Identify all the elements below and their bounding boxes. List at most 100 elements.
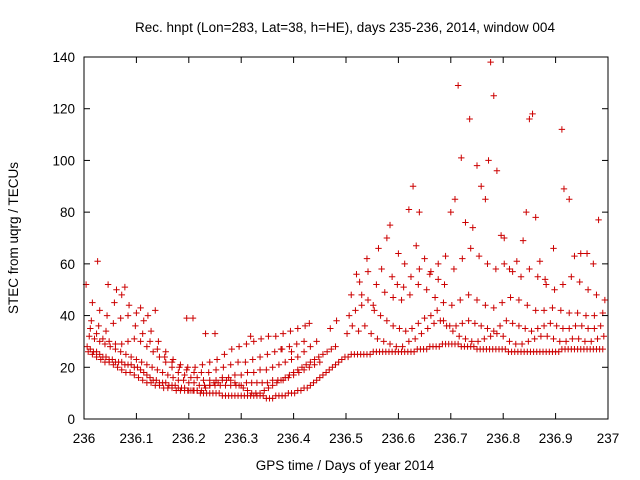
data-point (345, 312, 353, 319)
data-point (408, 325, 416, 332)
data-point (286, 343, 293, 350)
data-point (518, 340, 526, 348)
data-point (427, 312, 435, 319)
data-point (152, 307, 159, 314)
y-tick-label: 20 (60, 360, 75, 375)
data-point (450, 265, 458, 273)
data-points (82, 58, 609, 402)
data-point (569, 335, 576, 343)
data-point (501, 260, 508, 268)
data-point (300, 348, 308, 355)
data-point (264, 379, 271, 386)
data-point (492, 265, 500, 273)
data-point (388, 273, 396, 280)
data-point (411, 335, 419, 343)
y-tick-label: 0 (67, 412, 75, 427)
data-point (540, 322, 548, 330)
data-point (137, 304, 144, 312)
data-point (307, 343, 314, 350)
data-point (187, 374, 195, 381)
data-point (126, 369, 134, 376)
data-point (162, 358, 169, 366)
data-point (373, 281, 380, 288)
data-point (386, 340, 394, 348)
data-point (406, 291, 414, 299)
data-point (435, 260, 442, 268)
data-point (114, 364, 121, 371)
data-point (112, 340, 119, 348)
x-tick-label: 236.3 (224, 431, 258, 446)
data-point (256, 353, 264, 361)
data-point (378, 265, 385, 273)
data-point (257, 335, 265, 343)
data-point (249, 356, 256, 363)
data-point (490, 92, 497, 99)
data-point (599, 345, 606, 353)
data-point (477, 322, 485, 330)
data-point (361, 322, 369, 330)
data-point (93, 330, 100, 337)
data-point (452, 322, 460, 330)
data-point (553, 322, 560, 330)
data-point (557, 307, 565, 314)
data-point (88, 317, 95, 324)
data-point (96, 307, 103, 314)
data-point (300, 366, 308, 374)
data-point (426, 271, 434, 278)
data-point (315, 353, 322, 361)
data-point (591, 312, 598, 319)
data-point (482, 196, 489, 203)
data-point (549, 304, 556, 312)
data-point (211, 330, 219, 337)
data-point (584, 325, 592, 332)
data-point (105, 358, 113, 366)
data-point (117, 348, 124, 355)
x-tick-label: 237 (597, 431, 620, 446)
data-point (550, 335, 557, 343)
data-point (515, 296, 523, 304)
data-point (524, 302, 531, 309)
data-point (371, 307, 378, 314)
y-tick-label: 40 (60, 309, 75, 324)
data-point (198, 369, 205, 376)
data-point (269, 364, 276, 371)
data-point (243, 340, 250, 348)
data-point (247, 333, 254, 340)
data-point (490, 327, 497, 335)
data-point (477, 183, 485, 190)
data-point (225, 374, 232, 381)
data-point (529, 110, 536, 118)
data-point (448, 302, 456, 309)
data-point (526, 115, 533, 123)
data-point (183, 314, 190, 322)
data-point (475, 252, 483, 260)
data-point (133, 356, 140, 363)
data-point (264, 351, 271, 358)
data-point (389, 322, 397, 330)
data-point (117, 314, 124, 322)
data-point (97, 356, 104, 363)
data-point (370, 302, 377, 309)
data-point (577, 250, 584, 257)
data-point (401, 260, 408, 268)
data-point (517, 273, 525, 280)
x-tick-label: 236.5 (329, 431, 363, 446)
data-point (441, 281, 448, 288)
data-point (154, 366, 161, 374)
data-point (294, 353, 301, 361)
data-point (143, 361, 151, 368)
data-point (307, 358, 314, 366)
data-point (400, 283, 407, 291)
data-point (381, 289, 388, 296)
data-point (177, 361, 184, 368)
data-point (168, 384, 176, 392)
data-point (523, 208, 530, 216)
data-point (86, 333, 93, 340)
x-tick-label: 236 (73, 431, 96, 446)
data-point (161, 353, 168, 361)
data-point (544, 333, 551, 340)
data-point (213, 356, 221, 363)
data-point (576, 278, 583, 286)
data-point (380, 338, 387, 345)
data-point (416, 265, 423, 273)
